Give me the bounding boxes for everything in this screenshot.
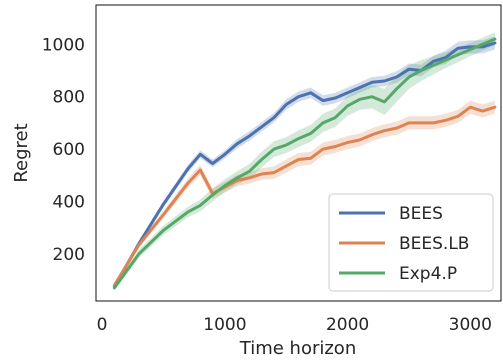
- x-axis-label: Time horizon: [239, 338, 356, 359]
- legend-box: [328, 193, 494, 292]
- y-tick-label: 800: [53, 88, 85, 108]
- y-axis-ticks: 200 400 600 800 1000: [42, 35, 85, 264]
- x-tick-label: 2000: [326, 315, 369, 335]
- x-tick-label: 3000: [449, 315, 492, 335]
- bees-legend-label: BEES: [399, 204, 443, 224]
- bees-series-line: [112, 41, 497, 289]
- y-axis-label: Regret: [11, 123, 32, 182]
- bees-confidence-band: [114, 36, 495, 290]
- bees-lb-series-line: [112, 105, 497, 287]
- confidence-bands: [114, 32, 495, 291]
- y-tick-label: 1000: [42, 35, 85, 55]
- bees-lb-confidence-band: [114, 100, 495, 288]
- legend: BEES BEES.LB Exp4.P: [328, 193, 494, 292]
- series-lines: [112, 37, 497, 290]
- exp4-p-confidence-band: [114, 32, 495, 291]
- exp4-p-legend-label: Exp4.P: [399, 264, 457, 284]
- bees-lb-legend-label: BEES.LB: [399, 234, 469, 254]
- x-tick-label: 0: [97, 315, 108, 335]
- x-tick-label: 1000: [203, 315, 246, 335]
- y-tick-label: 600: [53, 140, 85, 160]
- x-axis-ticks: 0 1000 2000 3000: [97, 315, 492, 335]
- y-tick-label: 400: [53, 193, 85, 213]
- plot-frame: [95, 4, 502, 302]
- exp4-p-series-line: [112, 37, 497, 290]
- y-tick-label: 200: [53, 245, 85, 265]
